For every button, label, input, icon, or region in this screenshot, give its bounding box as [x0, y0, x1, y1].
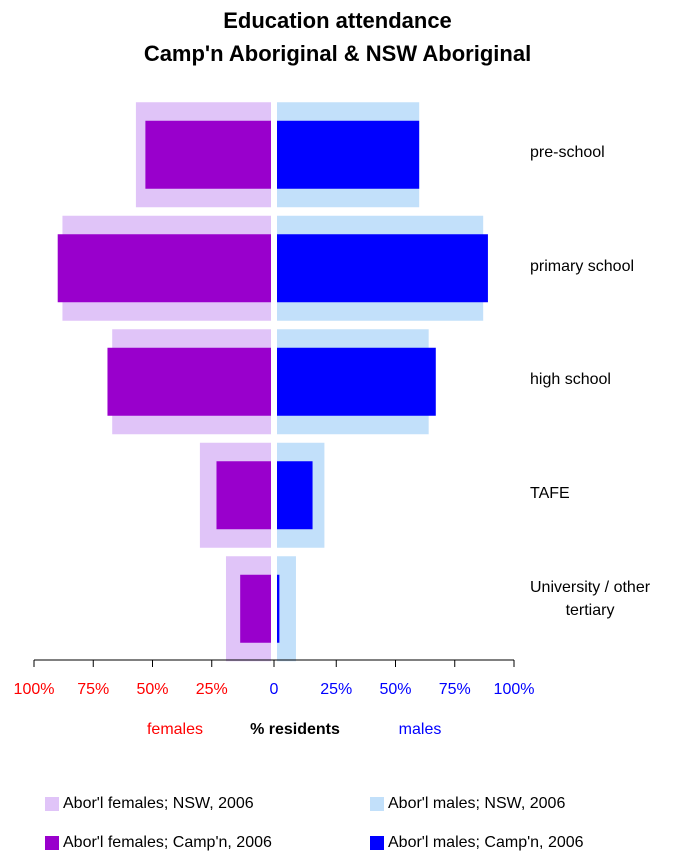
legend-label-campn-females: Abor'l females; Camp'n, 2006 — [63, 834, 272, 851]
x-tick-label-0: 100% — [13, 681, 55, 698]
x-tick-label-5: 25% — [320, 681, 353, 698]
category-label-4-line-0: University / other — [530, 578, 651, 596]
category-label-4-line-1: tertiary — [565, 601, 615, 619]
legend-item-campn-females: Abor'l females; Camp'n, 2006 — [45, 834, 272, 852]
x-tick-label-7: 75% — [438, 681, 471, 698]
x-axis-title: % residents — [250, 721, 340, 738]
males-axis-label: males — [398, 721, 442, 738]
category-label-1-line-0: primary school — [530, 257, 635, 275]
legend-label-nsw-males: Abor'l males; NSW, 2006 — [388, 795, 566, 812]
x-tick-label-6: 50% — [379, 681, 412, 698]
bar-campn-males-3 — [277, 461, 313, 530]
category-label-2-line-0: high school — [530, 371, 611, 389]
legend-label-campn-males: Abor'l males; Camp'n, 2006 — [388, 834, 584, 851]
category-label-1: primary school — [530, 255, 634, 278]
x-tick-label-3: 25% — [195, 681, 228, 698]
category-label-3-line-0: TAFE — [530, 484, 570, 502]
bar-campn-females-2 — [107, 347, 271, 416]
x-tick-label-2: 50% — [136, 681, 169, 698]
bar-campn-females-1 — [57, 234, 272, 303]
legend-item-nsw-males: Abor'l males; NSW, 2006 — [370, 795, 565, 813]
category-label-3: TAFE — [530, 482, 570, 505]
legend-swatch-nsw-females — [45, 797, 59, 811]
females-axis-label: females — [146, 721, 204, 738]
category-label-4: University / other tertiary — [530, 576, 650, 622]
chart-title-line-1: Education attendance — [223, 8, 452, 33]
x-tick-label-4: 0 — [269, 681, 279, 698]
legend-item-campn-males: Abor'l males; Camp'n, 2006 — [370, 834, 584, 852]
bar-campn-females-0 — [145, 120, 271, 189]
bar-campn-females-4 — [240, 574, 271, 643]
legend-swatch-nsw-males — [370, 797, 384, 811]
bar-campn-males-4 — [277, 574, 280, 643]
x-tick-label-1: 75% — [77, 681, 110, 698]
bar-campn-females-3 — [216, 461, 271, 530]
legend-label-nsw-females: Abor'l females; NSW, 2006 — [63, 795, 254, 812]
category-label-0: pre-school — [530, 141, 605, 164]
bar-campn-males-2 — [277, 347, 436, 416]
legend-item-nsw-females: Abor'l females; NSW, 2006 — [45, 795, 254, 813]
category-label-2: high school — [530, 368, 611, 391]
bar-campn-males-1 — [277, 234, 488, 303]
category-label-0-line-0: pre-school — [530, 144, 605, 162]
x-tick-label-8: 100% — [493, 681, 535, 698]
chart-title-line-2: Camp'n Aboriginal & NSW Aboriginal — [143, 41, 532, 66]
bar-campn-males-0 — [277, 120, 420, 189]
legend-swatch-campn-males — [370, 836, 384, 850]
bar-nsw-males-4 — [277, 556, 296, 662]
legend-swatch-campn-females — [45, 836, 59, 850]
